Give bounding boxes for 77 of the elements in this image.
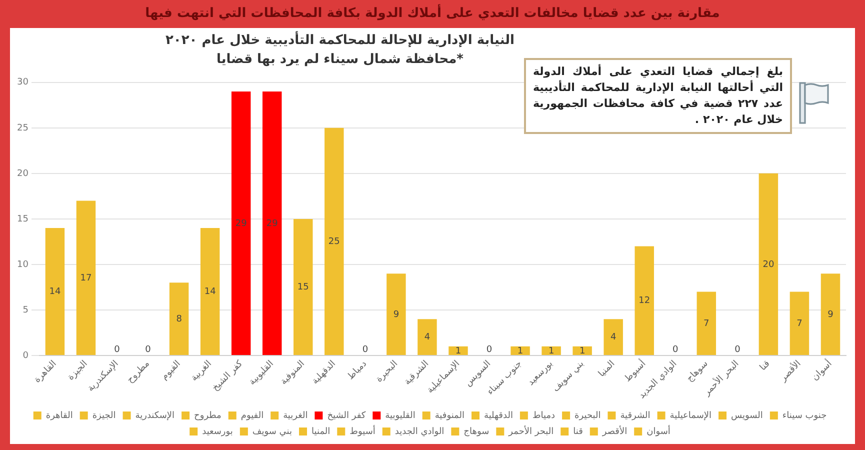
- data-label: 14: [204, 287, 216, 298]
- x-tick-label: مطروح: [125, 358, 152, 386]
- legend-label: الأقصر: [601, 424, 628, 437]
- x-tick-label: دمياط: [346, 359, 369, 382]
- data-label: 20: [762, 260, 774, 270]
- legend-label: سوهاج: [464, 426, 490, 437]
- legend-label: المنوفية: [434, 410, 465, 421]
- legend-label: جنوب سيناء: [782, 410, 827, 421]
- x-tick-label: الدقهلية: [310, 359, 338, 387]
- legend-label: مطروح: [194, 410, 222, 421]
- y-tick-label: 0: [22, 350, 29, 361]
- chart-subtitle: النيابة الإدارية للإحالة للمحاكمة التأديبية خلال عام ٢٠٢٠: [164, 33, 516, 48]
- legend-label: أسوان: [646, 424, 670, 437]
- data-label: 12: [638, 296, 650, 306]
- y-tick-label: 10: [17, 260, 29, 270]
- legend-label: الإسماعيلية: [670, 410, 712, 421]
- y-tick-label: 20: [17, 168, 29, 179]
- legend-label: البحر الأحمر: [508, 424, 554, 437]
- data-label: 4: [424, 332, 430, 343]
- data-label: 17: [80, 273, 92, 284]
- legend-label: القليوبية: [385, 410, 416, 421]
- legend-label: أسيوط: [350, 424, 376, 437]
- y-tick-label: 30: [17, 78, 29, 88]
- data-label: 4: [610, 332, 616, 343]
- data-label: 14: [49, 287, 61, 298]
- legend-label: دمياط: [532, 410, 556, 421]
- x-tick-label: الشرقية: [402, 359, 431, 388]
- legend-label: كفر الشيخ: [327, 410, 366, 421]
- annotation: بلغ إجمالي قضايا التعدي على أملاك الدولة التي أحالتها النيابة الإدارية للمحاكمة التأديبية عدد ٢٢٧ قضية في كافة محافظات الجمهورية خلال عام ٢٠٢٠ .: [524, 58, 792, 134]
- chart-title: مقارنة بين عدد قضايا مخالفات التعدي على أملاك الدولة بكافة المحافظات التي انتهت فيها: [144, 6, 721, 21]
- x-tick-label: أسوان: [808, 358, 834, 383]
- x-tick-label: سوهاج: [685, 359, 710, 384]
- legend-label: القاهرة: [46, 410, 73, 421]
- data-label: 0: [486, 344, 492, 355]
- legend-label: بورسعيد: [202, 426, 233, 437]
- x-tick-label: المنوفية: [278, 359, 307, 388]
- legend-label: الوادي الجديد: [394, 426, 444, 437]
- data-label: 7: [704, 318, 710, 329]
- legend-label: البحيرة: [574, 410, 601, 421]
- data-label: 1: [579, 346, 586, 356]
- legend-label: الإسكندرية: [135, 410, 175, 421]
- y-tick-label: 15: [17, 214, 28, 224]
- legend-label: الشرقية: [620, 410, 650, 421]
- y-tick-label: 25: [17, 123, 28, 134]
- data-label: 1: [455, 346, 462, 356]
- x-tick-label: الفيوم: [160, 359, 183, 382]
- data-label: 0: [114, 344, 120, 355]
- x-tick-label: القاهرة: [32, 359, 59, 386]
- x-tick-label: القليوبية: [247, 359, 276, 388]
- data-label: 8: [176, 314, 182, 324]
- data-label: 1: [548, 346, 554, 356]
- x-tick-label: قنا: [758, 359, 772, 373]
- data-label: 15: [297, 282, 309, 293]
- data-label: 1: [517, 346, 524, 356]
- x-tick-label: الأقصر: [776, 358, 804, 384]
- legend-label: الفيوم: [240, 410, 264, 421]
- text: *محافظة شمال سيناء لم يرد بها قضايا: [216, 52, 464, 67]
- legend-label: قنا: [573, 426, 583, 437]
- legend-label: المنيا: [312, 426, 330, 437]
- x-tick-label: البحيرة: [374, 359, 400, 385]
- y-tick-label: 5: [22, 305, 28, 316]
- legend-label: الدقهلية: [484, 410, 513, 421]
- data-label: 0: [672, 344, 679, 355]
- legend-label: السويس: [731, 410, 763, 421]
- data-label: 29: [235, 218, 248, 229]
- x-tick-label: المنيا: [596, 359, 618, 380]
- legend-label: بني سويف: [252, 426, 292, 437]
- data-label: 0: [145, 344, 152, 355]
- data-label: 0: [734, 344, 741, 355]
- legend-label: الغربية: [283, 410, 308, 421]
- data-label: 9: [393, 310, 400, 320]
- legend-label: الجيزة: [92, 410, 116, 421]
- data-label: 29: [266, 218, 278, 229]
- data-label: 0: [362, 344, 368, 355]
- data-label: 25: [328, 237, 340, 248]
- data-label: 9: [828, 310, 834, 320]
- data-label: 7: [796, 318, 802, 329]
